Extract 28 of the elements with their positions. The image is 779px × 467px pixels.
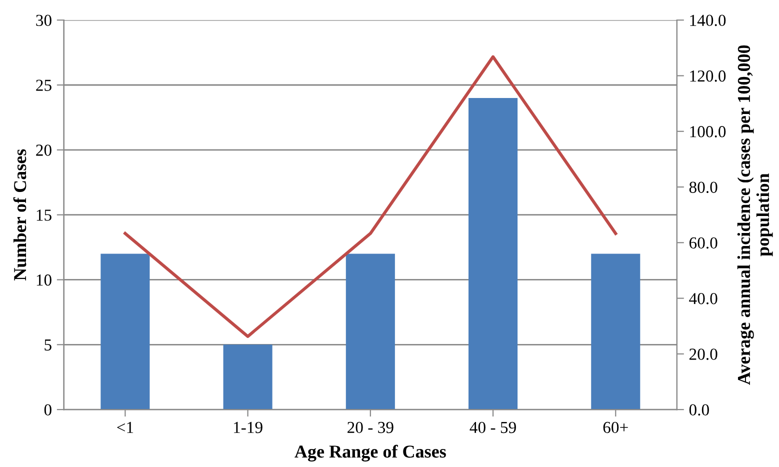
y2-tick-label: 0.0 [689, 404, 709, 416]
bar [100, 254, 150, 410]
y2-tick-label: 100.0 [690, 126, 726, 138]
y-tick-label: 20 [36, 144, 52, 156]
x-tick-label: 40 - 59 [470, 422, 516, 434]
y-tick-label: 30 [36, 14, 52, 26]
bar [346, 254, 395, 410]
y-tick-label: 15 [36, 210, 52, 221]
y2-tick-label: 120.0 [690, 70, 726, 82]
x-axis-title: Age Range of Cases [294, 444, 446, 462]
bar [223, 344, 272, 410]
y2-tick-label: 40.0 [689, 292, 718, 304]
x-tick-label: 20 - 39 [348, 422, 394, 434]
y-tick-label: 5 [44, 340, 52, 351]
y-tick-label: 10 [36, 274, 52, 286]
bar [591, 254, 640, 410]
x-tick-label: 60+ [603, 422, 628, 434]
y-tick-label: 25 [36, 80, 52, 91]
bar [468, 98, 518, 410]
y2-tick-label: 80.0 [689, 182, 718, 194]
y2-axis-title: Average annual incidence (cases per 100,000 population [737, 45, 773, 385]
x-tick-label: <1 [117, 422, 134, 433]
y2-tick-label: 60.0 [689, 237, 718, 249]
y2-tick-label: 20.0 [689, 348, 718, 360]
x-tick-label: 1-19 [234, 422, 262, 434]
y-tick-label: 0 [44, 404, 52, 416]
y2-tick-label: 140.0 [690, 14, 726, 26]
y-axis-title: Number of Cases [13, 149, 26, 281]
